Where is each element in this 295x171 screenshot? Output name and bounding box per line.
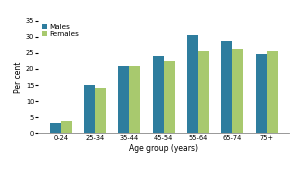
Bar bbox=[187, 35, 198, 133]
X-axis label: Age group (years): Age group (years) bbox=[129, 143, 198, 153]
Bar bbox=[50, 123, 61, 133]
Bar bbox=[267, 50, 278, 133]
Bar bbox=[84, 85, 95, 133]
Bar bbox=[130, 66, 140, 133]
Y-axis label: Per cent: Per cent bbox=[14, 61, 23, 93]
Bar bbox=[95, 88, 106, 133]
Bar bbox=[198, 51, 209, 133]
Bar bbox=[164, 61, 175, 133]
Bar bbox=[153, 56, 164, 133]
Bar bbox=[256, 54, 267, 133]
Bar bbox=[232, 49, 243, 133]
Legend: Males, Females: Males, Females bbox=[42, 24, 79, 37]
Bar bbox=[222, 42, 232, 133]
Bar bbox=[61, 121, 72, 133]
Bar bbox=[118, 66, 130, 133]
